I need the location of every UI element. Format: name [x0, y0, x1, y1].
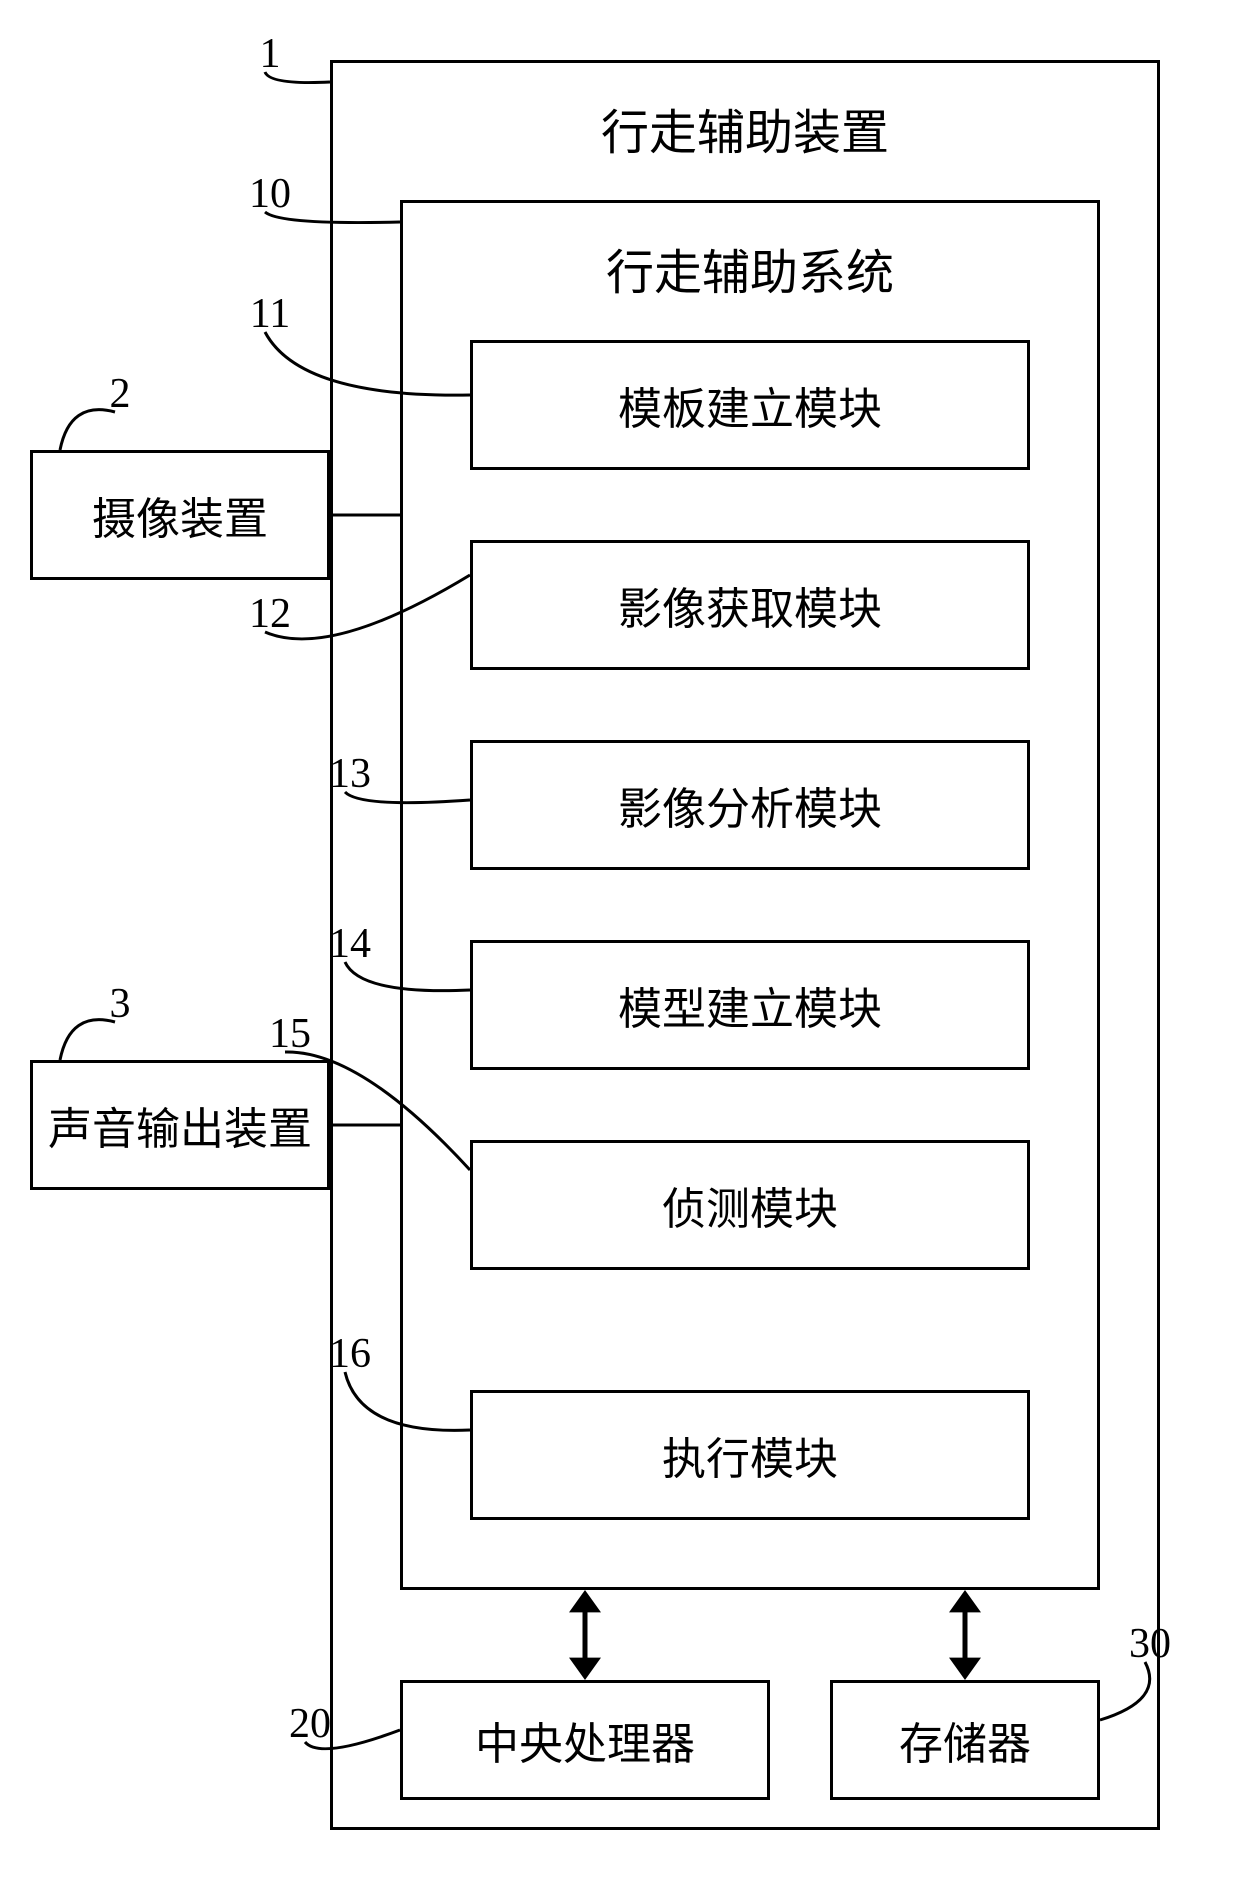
ref-label-30: 30 [1110, 1620, 1190, 1668]
module-box-11: 模板建立模块 [470, 340, 1030, 470]
module-label: 模板建立模块 [618, 373, 882, 437]
module-label: 影像获取模块 [618, 573, 882, 637]
outer-device-title: 行走辅助装置 [333, 93, 1157, 163]
ref-label-16: 16 [310, 1330, 390, 1378]
module-box-13: 影像分析模块 [470, 740, 1030, 870]
ref-label-20: 20 [270, 1700, 350, 1748]
module-label: 影像分析模块 [618, 773, 882, 837]
external-device-camera: 摄像装置 [30, 450, 330, 580]
module-label: 执行模块 [662, 1423, 838, 1487]
module-box-15: 侦测模块 [470, 1140, 1030, 1270]
module-label: 模型建立模块 [618, 973, 882, 1037]
unit-label: 存储器 [899, 1708, 1031, 1772]
unit-label: 中央处理器 [475, 1708, 695, 1772]
ref-label-13: 13 [310, 750, 390, 798]
module-box-14: 模型建立模块 [470, 940, 1030, 1070]
module-label: 侦测模块 [662, 1173, 838, 1237]
bottom-unit-cpu: 中央处理器 [400, 1680, 770, 1800]
ref-label-15: 15 [250, 1010, 330, 1058]
external-device-audio: 声音输出装置 [30, 1060, 330, 1190]
device-label: 声音输出装置 [48, 1093, 312, 1157]
ref-label-3: 3 [80, 980, 160, 1028]
ref-label-2: 2 [80, 370, 160, 418]
ref-label-14: 14 [310, 920, 390, 968]
inner-system-title: 行走辅助系统 [403, 233, 1097, 303]
ref-label-1: 1 [230, 30, 310, 78]
bottom-unit-memory: 存储器 [830, 1680, 1100, 1800]
module-box-16: 执行模块 [470, 1390, 1030, 1520]
ref-label-11: 11 [230, 290, 310, 338]
module-box-12: 影像获取模块 [470, 540, 1030, 670]
ref-label-12: 12 [230, 590, 310, 638]
ref-label-10: 10 [230, 170, 310, 218]
device-label: 摄像装置 [92, 483, 268, 547]
